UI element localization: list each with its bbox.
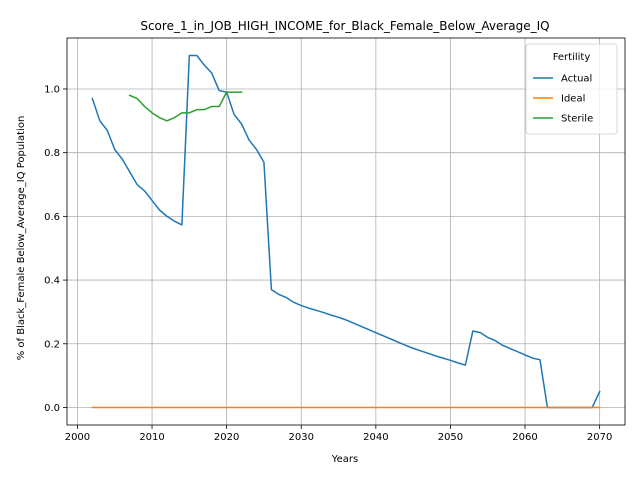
chart-title: Score_1_in_JOB_HIGH_INCOME_for_Black_Fem… [140,19,549,33]
y-tick-label: 0.6 [44,212,60,223]
series-lines [91,54,601,409]
x-tick-label: 2010 [139,432,164,443]
y-axis: 0.0 0.2 0.4 0.6 0.8 1.0 [44,84,67,414]
plot-area [66,37,626,426]
y-tick-label: 0.2 [44,339,60,350]
legend-label-ideal: Ideal [561,94,585,105]
x-tick-label: 2030 [289,432,314,443]
y-tick-label: 0.8 [44,148,60,159]
x-tick-label: 2040 [363,432,388,443]
series-line-sterile [128,91,243,122]
x-axis: 2000 2010 2020 2030 2040 2050 2060 2070 [65,425,612,443]
x-tick-label: 2060 [512,432,537,443]
x-tick-label: 2070 [587,432,612,443]
y-tick-label: 0.4 [44,276,60,287]
y-tick-label: 1.0 [44,84,60,95]
x-axis-label: Years [331,454,358,465]
legend: Fertility Actual Ideal Sterile [525,43,618,135]
series-line-actual [91,54,601,409]
x-tick-label: 2020 [214,432,239,443]
legend-label-actual: Actual [561,74,592,85]
y-tick-label: 0.0 [44,403,60,414]
legend-title: Fertility [553,52,591,63]
legend-label-sterile: Sterile [561,114,593,125]
legend-frame [525,43,618,135]
x-tick-label: 2000 [65,432,90,443]
x-tick-label: 2050 [438,432,463,443]
y-axis-label: % of Black_Female Below_Average_IQ Popul… [16,116,27,361]
